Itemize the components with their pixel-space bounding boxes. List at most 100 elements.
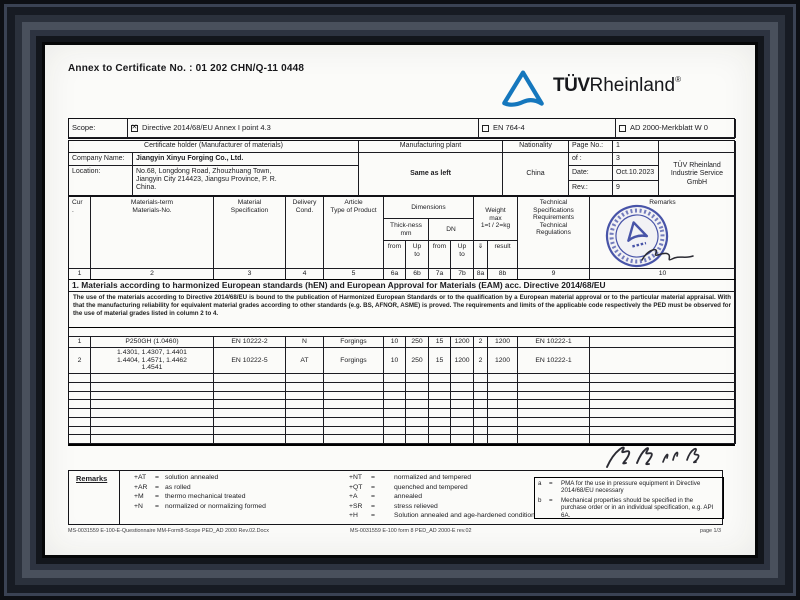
company-name: Jiangyin Xinyu Forging Co., Ltd.: [133, 153, 359, 166]
empty-table-cell: [518, 400, 590, 409]
empty-table-cell: [488, 382, 518, 392]
legend-text: normalized and tempered: [394, 474, 472, 481]
certificate-holder-table: Certificate holder (Manufacturer of mate…: [68, 140, 736, 197]
col-header-material-specification: Material Specification: [214, 197, 286, 269]
empty-table-cell: [214, 417, 286, 427]
scope-label: Scope:: [69, 119, 128, 138]
row-thickness-to: 250: [406, 348, 429, 374]
checkbox-icon: [619, 124, 626, 132]
legend-text: solution annealed: [165, 474, 219, 481]
legend-text: as rolled: [165, 483, 191, 491]
empty-table-cell: [451, 435, 474, 444]
col-number: 6b: [406, 269, 429, 280]
empty-table-cell: [474, 409, 488, 418]
empty-table-cell: [384, 400, 406, 409]
empty-table-cell: [406, 382, 429, 392]
col-number: 10: [590, 269, 736, 280]
empty-table-cell: [474, 435, 488, 444]
scope-option-ad2000: AD 2000-Merkblatt W 0: [616, 119, 736, 138]
legend-code: +A: [349, 493, 358, 501]
empty-table-cell: [91, 382, 214, 392]
empty-table-cell: [474, 374, 488, 383]
empty-table-cell: [91, 426, 214, 436]
note-code: a: [538, 480, 542, 487]
frame-layer: Annex to Certificate No. : 01 202 CHN/Q-…: [22, 22, 778, 578]
of-value: 3: [613, 153, 659, 166]
empty-table-cell: [91, 374, 214, 383]
equals-sign: =: [155, 493, 159, 501]
empty-table-cell: [518, 382, 590, 392]
row-remarks: [590, 348, 736, 374]
equals-sign: =: [549, 496, 553, 504]
empty-table-cell: [590, 391, 736, 401]
footer-page-number: page 1/3: [700, 528, 721, 534]
empty-table-cell: [406, 400, 429, 409]
section-note: The use of the materials according to Di…: [69, 292, 736, 328]
location-value: No.68, Longdong Road, Zhouzhuang Town, J…: [133, 166, 359, 197]
legend-code: +NT: [349, 474, 363, 481]
tuv-rheinland-logo: TÜVRheinland®: [500, 68, 681, 110]
row-dn-to: 1200: [451, 348, 474, 374]
note-text: PMA for the use in pressure equipment in…: [561, 480, 701, 495]
date-label: Date:: [569, 166, 613, 181]
empty-table-cell: [474, 400, 488, 409]
of-label: of :: [569, 153, 613, 166]
empty-table-cell: [324, 391, 384, 401]
row-dn-to: 1200: [451, 337, 474, 348]
empty-table-cell: [324, 426, 384, 436]
empty-table-cell: [406, 435, 429, 444]
row-tech: EN 10222-1: [518, 348, 590, 374]
logo-tuv-text: TÜV: [553, 75, 590, 96]
rev-label: Rev.:: [569, 181, 613, 197]
date-value: Oct.10.2023: [613, 166, 659, 181]
footer-doc-reference-left: MS-0031559 E-100-E-Questionnaire MM-Form…: [68, 528, 269, 534]
empty-table-cell: [384, 417, 406, 427]
row-cur: 1: [69, 337, 91, 348]
col-header-from: from: [429, 241, 451, 269]
empty-table-cell: [488, 409, 518, 418]
legend-title: Remarks: [76, 474, 108, 483]
empty-table-cell: [488, 426, 518, 436]
company-label: Company Name:: [69, 153, 133, 166]
legend-text: stress relieved: [394, 502, 438, 510]
row-weight-max: 1200: [488, 348, 518, 374]
empty-table-cell: [406, 409, 429, 418]
row-weight-max: 1200: [488, 337, 518, 348]
empty-table-cell: [590, 417, 736, 427]
col-number: 6a: [384, 269, 406, 280]
col-number: 1: [69, 269, 91, 280]
row-thickness-from: 10: [384, 337, 406, 348]
col-header-from: from: [384, 241, 406, 269]
frame-layer: Annex to Certificate No. : 01 202 CHN/Q-…: [7, 7, 793, 593]
frame-layer: Annex to Certificate No. : 01 202 CHN/Q-…: [42, 42, 758, 558]
page-value: 1: [613, 141, 659, 153]
empty-table-cell: [214, 374, 286, 383]
empty-table-cell: [429, 400, 451, 409]
empty-table-cell: [214, 400, 286, 409]
col-header-dimensions: Dimensions: [384, 197, 474, 219]
empty-table-cell: [286, 409, 324, 418]
equals-sign: =: [155, 502, 159, 510]
nationality-header: Nationality: [503, 141, 569, 153]
legend-code: +AR: [134, 483, 148, 491]
down-arrow-icon: ⇓: [474, 241, 488, 269]
empty-table-cell: [474, 382, 488, 392]
col-header-cur: Cur .: [69, 197, 91, 269]
empty-table-cell: [518, 391, 590, 401]
scope-table: Scope: Directive 2014/68/EU Annex I poin…: [68, 118, 736, 139]
empty-table-cell: [590, 374, 736, 383]
rev-value: 9: [613, 181, 659, 197]
col-number: 8b: [488, 269, 518, 280]
empty-table-cell: [286, 435, 324, 444]
legend-text: thermo mechanical treated: [165, 493, 246, 501]
checkbox-icon: [482, 124, 489, 132]
col-number: 4: [286, 269, 324, 280]
empty-table-cell: [590, 426, 736, 436]
row-article: Forgings: [324, 337, 384, 348]
empty-table-cell: [488, 417, 518, 427]
empty-table-cell: [406, 374, 429, 383]
empty-table-cell: [488, 391, 518, 401]
empty-table-cell: [91, 400, 214, 409]
empty-table-cell: [384, 409, 406, 418]
